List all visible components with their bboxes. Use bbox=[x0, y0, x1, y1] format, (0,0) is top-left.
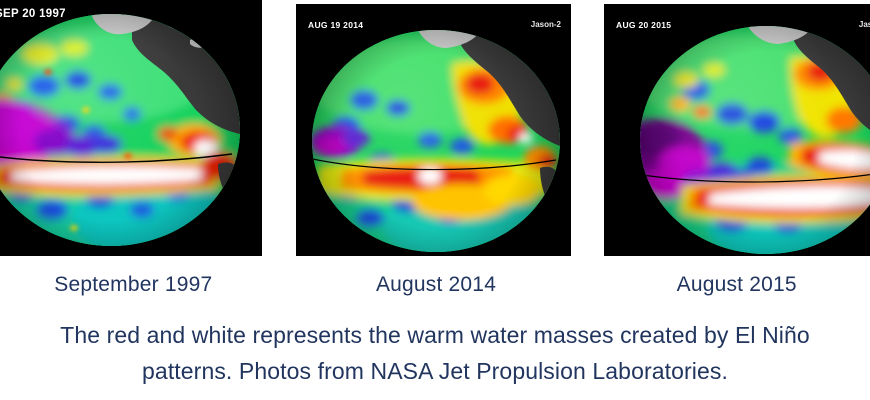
globe-sphere-2014 bbox=[312, 30, 560, 252]
panel-date-overlay-2014: AUG 19 2014 bbox=[308, 20, 364, 30]
satellite-label-2015: Jason bbox=[858, 20, 870, 29]
globe-panel-2015: AUG 20 2015 Jason bbox=[604, 4, 870, 256]
panel-date-overlay-2015: AUG 20 2015 bbox=[616, 20, 672, 30]
panel-caption-1997: September 1997 bbox=[54, 273, 213, 296]
figure-footnote-line-2: patterns. Photos from NASA Jet Propulsio… bbox=[142, 358, 728, 384]
globe-sphere-2015 bbox=[640, 26, 870, 254]
panel-caption-2014: August 2014 bbox=[375, 273, 497, 296]
satellite-label-2014: Jason-2 bbox=[530, 20, 561, 29]
globe-panel-1997: SEP 20 1997 bbox=[0, 0, 262, 256]
equator-line-1997 bbox=[0, 153, 233, 163]
globe-panel-strip: SEP 20 1997 bbox=[0, 0, 870, 256]
panel-caption-2015: August 2015 bbox=[676, 273, 797, 296]
equator-line-2014 bbox=[312, 158, 557, 171]
panel-caption-row: September 1997 August 2014 August 2015 bbox=[0, 262, 870, 308]
globe-panel-2014: AUG 19 2014 Jason-2 bbox=[296, 4, 571, 256]
globe-sphere-1997 bbox=[0, 14, 240, 246]
figure-footnote-line-1: The red and white represents the warm wa… bbox=[60, 322, 810, 348]
equator-line-2015 bbox=[640, 173, 870, 183]
panel-date-overlay-1997: SEP 20 1997 bbox=[0, 8, 66, 20]
